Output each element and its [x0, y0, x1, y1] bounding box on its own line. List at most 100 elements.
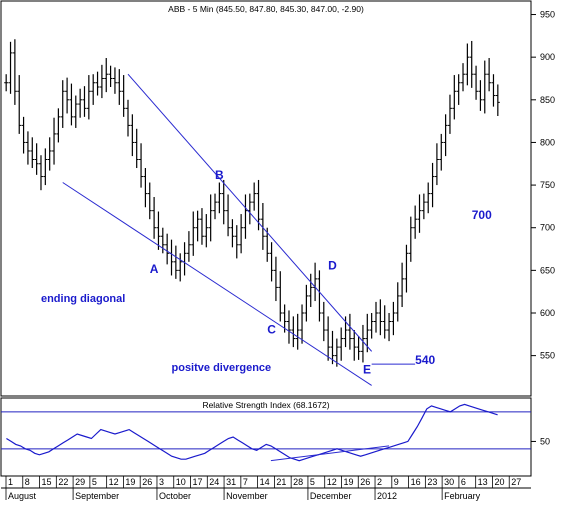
- ohlc-bar: [195, 210, 200, 242]
- ohlc-bar: [421, 193, 426, 220]
- price-y-tick-label: 750: [540, 180, 555, 190]
- x-day-label: 6: [461, 477, 466, 487]
- rsi-y-axis: 50: [531, 436, 550, 446]
- ohlc-bar: [73, 95, 78, 128]
- x-day-label: 2: [377, 477, 382, 487]
- ohlc-bar: [152, 197, 157, 239]
- price-y-tick-label: 600: [540, 308, 555, 318]
- chart-annotation: D: [328, 258, 337, 272]
- ohlc-bar: [143, 168, 148, 208]
- ohlc-bar: [8, 41, 13, 94]
- x-month-label: October: [159, 491, 191, 501]
- rsi-line: [6, 403, 498, 462]
- ohlc-bar: [291, 316, 296, 348]
- x-day-label: 12: [109, 477, 119, 487]
- x-day-label: 14: [260, 477, 270, 487]
- ohlc-bar: [160, 227, 165, 254]
- ohlc-bar: [204, 214, 209, 248]
- ohlc-bar: [108, 65, 113, 88]
- ohlc-bar: [360, 324, 365, 363]
- ohlc-bar: [69, 83, 74, 126]
- price-y-tick-label: 650: [540, 265, 555, 275]
- ohlc-bar: [469, 40, 474, 88]
- x-day-label: 24: [209, 477, 219, 487]
- ohlc-bar: [387, 312, 392, 342]
- ohlc-bar: [260, 202, 265, 250]
- ohlc-bar: [434, 143, 439, 186]
- x-day-label: 9: [394, 477, 399, 487]
- ohlc-bar: [295, 313, 300, 350]
- ohlc-bar: [374, 301, 378, 333]
- x-day-label: 28: [293, 477, 303, 487]
- ohlc-bar: [439, 133, 444, 171]
- x-day-label: 1: [8, 477, 13, 487]
- price-y-axis: 550 600 650 700 750 800 850 900 950: [531, 10, 555, 361]
- ohlc-bar: [134, 128, 139, 169]
- x-month-label: 2012: [377, 491, 397, 501]
- price-y-tick-label: 700: [540, 223, 555, 233]
- x-month-label: August: [8, 491, 37, 501]
- ohlc-bar: [413, 205, 418, 239]
- trendline: [62, 182, 372, 386]
- ohlc-bar: [369, 312, 374, 339]
- price-y-tick-label: 550: [540, 351, 555, 361]
- price-y-tick-label: 950: [540, 10, 555, 20]
- ohlc-bar: [487, 58, 492, 92]
- ohlc-bar: [234, 225, 239, 259]
- chart-annotation: A: [150, 262, 159, 276]
- x-day-label: 27: [511, 477, 521, 487]
- x-day-label: 17: [193, 477, 203, 487]
- ohlc-bar: [417, 194, 422, 233]
- ohlc-bar: [4, 74, 9, 92]
- ohlc-bar: [265, 227, 270, 262]
- x-day-label: 5: [310, 477, 315, 487]
- ohlc-bar: [330, 330, 335, 365]
- price-chart-title: ABB - 5 Min (845.50, 847.80, 845.30, 847…: [168, 4, 364, 14]
- chart-annotation: 700: [472, 208, 492, 222]
- x-day-label: 21: [276, 477, 286, 487]
- ohlc-bar: [321, 301, 326, 342]
- ohlc-bar: [38, 155, 43, 191]
- ohlc-bar: [243, 194, 248, 239]
- ohlc-bar: [452, 75, 457, 120]
- date-x-axis: 1 8 15 22 29 5 12 19 26 3 10 17 24 31 7 14 21 28 5 12 19 26 2 9…: [5, 476, 521, 501]
- ohlc-bar: [213, 193, 218, 220]
- ohlc-bar: [130, 114, 135, 157]
- x-month-label: November: [226, 491, 268, 501]
- ohlc-bar: [404, 244, 409, 293]
- ohlc-bar: [482, 60, 487, 114]
- ohlc-bar: [317, 270, 322, 322]
- chart-annotation: 540: [415, 353, 435, 367]
- ohlc-bar: [269, 242, 274, 282]
- x-day-label: 7: [243, 477, 248, 487]
- ohlc-bar: [173, 245, 178, 279]
- ohlc-bar: [12, 39, 17, 105]
- ohlc-bar: [156, 211, 161, 250]
- x-day-label: 5: [92, 477, 97, 487]
- ohlc-bar: [356, 336, 361, 360]
- rsi-divergence-line: [270, 445, 390, 462]
- price-y-tick-label: 800: [540, 137, 555, 147]
- ohlc-bar: [456, 74, 461, 105]
- ohlc-bar: [86, 75, 91, 120]
- x-day-label: 19: [343, 477, 353, 487]
- ohlc-bar: [378, 299, 383, 336]
- ohlc-bar: [273, 256, 278, 302]
- x-day-label: 15: [42, 477, 52, 487]
- ohlc-bar: [217, 182, 222, 214]
- ohlc-bar: [56, 108, 61, 143]
- ohlc-bar: [313, 262, 318, 302]
- chart-annotation: C: [267, 322, 276, 336]
- ohlc-bar: [165, 233, 170, 265]
- ohlc-bar: [147, 182, 152, 220]
- ohlc-bar: [304, 284, 309, 322]
- x-month-label: February: [444, 491, 481, 501]
- ohlc-bar: [430, 162, 435, 208]
- rsi-y-tick-label: 50: [540, 436, 550, 446]
- ohlc-bar: [47, 137, 52, 171]
- ohlc-bar: [186, 231, 191, 262]
- ohlc-bar: [495, 84, 500, 117]
- ohlc-bar: [461, 63, 466, 92]
